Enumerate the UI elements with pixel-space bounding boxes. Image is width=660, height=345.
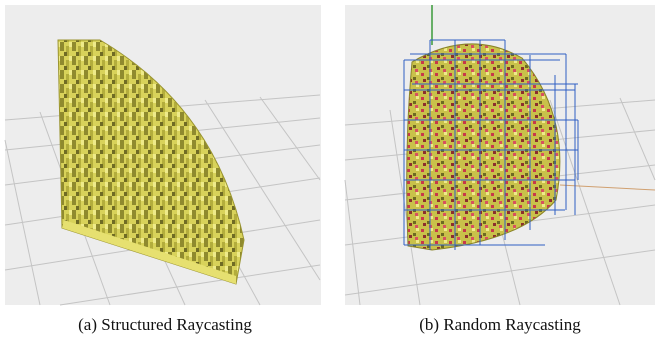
page: (a) Structured Raycasting (b) Random Ray… (0, 0, 660, 345)
image-structured (5, 5, 321, 305)
image-random (345, 5, 655, 305)
figure: (a) Structured Raycasting (b) Random Ray… (0, 0, 660, 345)
caption: (a) Structured Raycasting (78, 315, 252, 334)
caption: (b) Random Raycasting (419, 315, 581, 334)
